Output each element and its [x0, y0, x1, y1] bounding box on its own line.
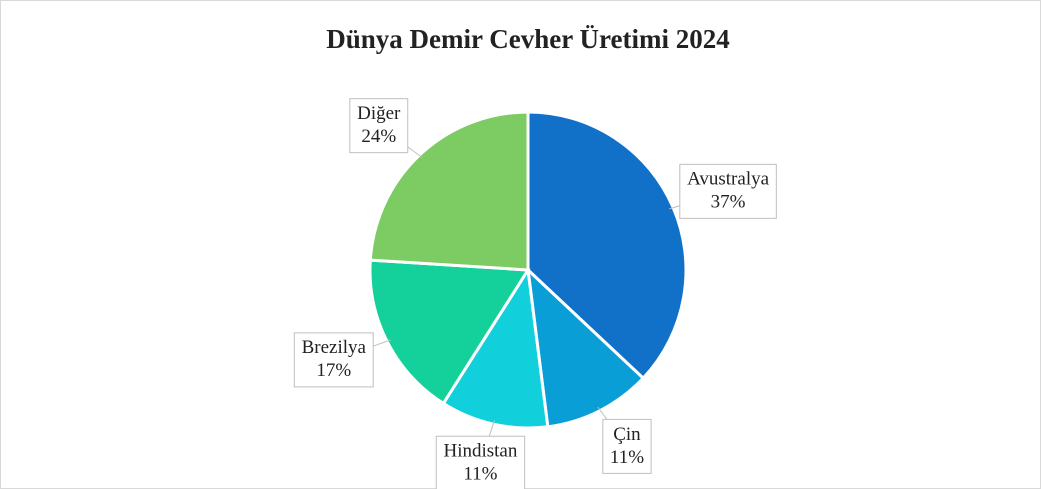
label-value: 37% — [711, 192, 746, 213]
label-name: Avustralya — [687, 169, 770, 190]
label-name: Hindistan — [443, 441, 517, 462]
chart-title: Dünya Demir Cevher Üretimi 2024 — [326, 24, 729, 54]
label-value: 11% — [610, 447, 644, 468]
label-value: 17% — [316, 360, 351, 381]
pie-slice — [368, 258, 531, 406]
label-value: 24% — [361, 126, 396, 147]
pie-slice — [368, 110, 530, 272]
label-name: Çin — [613, 424, 641, 445]
label-box — [349, 98, 409, 154]
label-box — [293, 332, 374, 388]
pie-slice — [525, 266, 646, 429]
label-box — [679, 163, 777, 219]
label-value: 11% — [463, 464, 497, 485]
label-box — [435, 435, 526, 489]
label-name: Diğer — [357, 103, 401, 124]
label-box — [602, 418, 652, 474]
label-name: Brezilya — [302, 337, 367, 358]
